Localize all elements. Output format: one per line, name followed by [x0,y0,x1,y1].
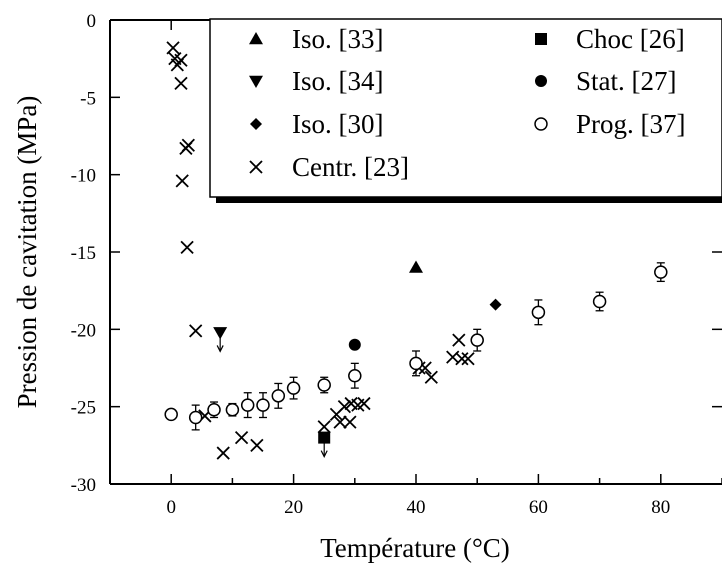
series-circle-open [164,265,668,425]
data-point [489,298,502,311]
legend-marker [249,75,263,88]
data-point [455,352,469,366]
data-point [164,407,178,422]
series-triangle-up [409,260,423,273]
legend-label: Stat. [27] [576,66,677,96]
series-square [318,431,331,458]
y-tick-label: -25 [71,398,96,419]
legend-item: Centr. [23] [249,152,409,182]
data-point [213,327,228,340]
series-circle-filled [348,338,361,351]
y-tick-label: -20 [71,320,96,341]
data-point [357,396,371,411]
data-point [216,446,230,460]
data-point [337,400,352,414]
y-tick-label: -5 [80,88,96,109]
data-point [180,240,194,254]
y-axis-label: Pression de cavitation (MPa) [12,96,42,409]
data-point [207,403,221,417]
data-point [409,260,423,273]
legend-label: Iso. [30] [292,109,383,139]
x-tick-label: 80 [651,497,670,518]
legend-box [209,18,722,198]
data-point [234,430,249,445]
legend-item: Prog. [37] [534,109,686,139]
series-triangle-down [213,327,228,353]
data-point [409,356,423,371]
legend-marker [249,32,263,45]
legend-label: Choc [26] [576,24,685,54]
data-point [181,138,195,152]
y-tick-label: 0 [87,11,97,32]
data-point [424,370,438,384]
data-point [654,265,668,279]
data-point [343,415,357,429]
x-tick-label: 0 [166,497,176,518]
legend-marker [535,75,547,87]
data-point [452,333,466,347]
data-point [318,431,331,444]
x-tick-label: 40 [407,497,426,518]
legend-label: Iso. [34] [292,66,383,96]
legend-marker [249,160,263,174]
legend-item: Iso. [30] [250,109,383,139]
x-tick-label: 20 [284,497,303,518]
data-point [174,76,188,91]
data-point [317,420,331,434]
data-point [461,352,475,366]
data-points [164,41,668,460]
axis-ticks: 0 20 40 60 80 0 -5 -10 -15 -20 -25 -30 [71,11,722,518]
x-tick-label: 60 [529,497,548,518]
data-point [531,305,546,320]
legend-label: Iso. [33] [292,24,383,54]
data-point [250,438,264,452]
legend-item: Iso. [33] [249,24,383,54]
data-point [174,53,188,67]
y-tick-label: -10 [71,166,96,187]
data-point [470,333,484,347]
data-point [240,398,255,412]
legend-item: Choc [26] [535,24,685,54]
y-tick-label: -15 [71,243,96,264]
data-point [225,403,240,417]
series-diamond [489,298,502,311]
legend-marker [535,33,547,45]
legend-marker [534,117,548,131]
data-point [166,41,180,55]
data-point [333,415,347,429]
data-point [256,398,270,412]
legend-item: Iso. [34] [249,66,383,96]
legend-label: Centr. [23] [292,152,409,182]
x-axis-label: Température (°C) [320,533,510,563]
legend-marker [250,118,262,130]
data-point [271,389,286,403]
data-point [317,378,331,392]
data-point [592,294,607,309]
data-point [188,410,203,425]
data-point [348,338,361,351]
data-point [189,324,203,338]
data-point [286,381,301,395]
legend: Iso. [33] Iso. [34] Iso. [30] Centr. [23] Ch… [209,18,722,203]
data-point [348,368,362,383]
legend-item: Stat. [27] [535,66,677,96]
legend-label: Prog. [37] [576,109,686,139]
y-tick-label: -30 [71,475,96,496]
data-point [175,174,189,188]
